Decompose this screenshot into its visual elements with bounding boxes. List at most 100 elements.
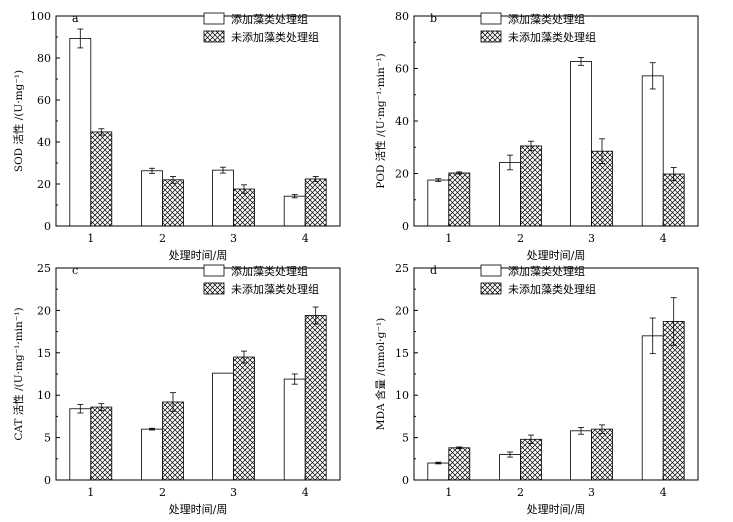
bar-a-s2-c3 <box>233 188 255 227</box>
legend-label-not-added: 未添加藻类处理组 <box>508 30 596 44</box>
legend-label-not-added: 未添加藻类处理组 <box>508 282 596 296</box>
y-tick-label: 0 <box>402 220 409 233</box>
y-tick-label: 60 <box>395 63 409 76</box>
y-tick-label: 5 <box>44 432 51 445</box>
y-tick-label: 0 <box>44 474 51 487</box>
y-axis-label: CAT 活性 /(U·mg⁻¹·min⁻¹) <box>12 307 25 440</box>
legend-label-not-added: 未添加藻类处理组 <box>231 282 319 296</box>
bar-b-s1-c4 <box>641 75 664 227</box>
panel-label: b <box>430 12 437 25</box>
y-tick-label: 40 <box>37 136 51 149</box>
y-tick-label: 80 <box>37 52 51 65</box>
bar-b-s1-c3 <box>570 61 592 227</box>
x-tick-label: 1 <box>87 232 94 245</box>
y-tick-label: 10 <box>395 389 409 402</box>
x-tick-label: 2 <box>517 232 524 245</box>
bar-c-s2-c1 <box>90 406 113 481</box>
y-tick-label: 15 <box>37 347 51 360</box>
bar-a-s2-c4 <box>304 178 327 227</box>
x-tick-label: 1 <box>87 486 94 499</box>
x-tick-label: 2 <box>159 232 166 245</box>
bar-d-s2-c1 <box>448 447 471 481</box>
x-tick-label: 3 <box>588 486 595 499</box>
bar-b-s1-c2 <box>499 162 521 227</box>
legend-swatch-not-added <box>203 30 225 43</box>
x-axis-label: 处理时间/周 <box>169 249 228 262</box>
bar-a-s1-c3 <box>212 169 234 227</box>
x-tick-label: 2 <box>517 486 524 499</box>
y-tick-label: 20 <box>37 178 51 191</box>
x-tick-label: 3 <box>230 486 237 499</box>
bar-a-s2-c1 <box>90 131 113 227</box>
y-tick-label: 25 <box>37 262 51 275</box>
legend-label-added: 添加藻类处理组 <box>231 264 308 278</box>
y-tick-label: 60 <box>37 94 51 107</box>
legend-label-added: 添加藻类处理组 <box>508 264 585 278</box>
x-axis-label: 处理时间/周 <box>169 503 228 516</box>
y-tick-label: 5 <box>402 432 409 445</box>
bar-b-s1-c1 <box>427 179 450 227</box>
bar-d-s1-c2 <box>499 454 521 481</box>
y-axis-label: MDA 含量 /(nmol·g⁻¹) <box>374 318 387 430</box>
bar-b-s2-c1 <box>448 172 471 227</box>
bar-d-s1-c1 <box>427 462 450 481</box>
bar-d-s2-c3 <box>591 428 613 481</box>
legend-swatch-added <box>480 264 502 277</box>
bar-d-s2-c2 <box>520 438 542 481</box>
bar-a-s1-c2 <box>141 170 163 227</box>
y-axis-label: SOD 活性 /(U·mg⁻¹) <box>12 70 25 172</box>
bar-d-s1-c4 <box>641 335 664 481</box>
y-tick-label: 10 <box>37 389 51 402</box>
x-tick-label: 3 <box>230 232 237 245</box>
panel-a: 0 20 40 60 80 100 1 2 3 4 处理时间/周 SOD 活性 /(U·mg⁻¹) a 添… <box>12 10 341 262</box>
legend-swatch-added <box>203 12 225 25</box>
panel-b: 0 20 40 60 80 1 2 3 4 处理时间/周 POD 活性 /(U·mg⁻¹·min⁻¹… <box>374 10 699 262</box>
legend-swatch-not-added <box>480 282 502 295</box>
y-axis-label: POD 活性 /(U·mg⁻¹·min⁻¹) <box>374 53 387 188</box>
y-tick-label: 20 <box>37 304 51 317</box>
bar-b-s2-c4 <box>662 173 685 227</box>
x-axis-label: 处理时间/周 <box>527 503 586 516</box>
x-tick-label: 4 <box>302 486 309 499</box>
legend-swatch-not-added <box>203 282 225 295</box>
panel-label: c <box>72 264 78 277</box>
bar-c-s2-c2 <box>162 401 184 481</box>
y-tick-label: 20 <box>395 168 409 181</box>
bar-a-s1-c1 <box>69 38 92 227</box>
panel-c: 0 5 10 15 20 25 1 2 3 4 处理时间/周 CAT 活性 /(U·mg⁻¹·min⁻… <box>12 262 341 516</box>
legend-swatch-added <box>480 12 502 25</box>
legend-swatch-not-added <box>480 30 502 43</box>
panel-d: 0 5 10 15 20 25 1 2 3 4 处理时间/周 MDA 含量 /(nmol·g⁻¹) d 添… <box>374 262 699 516</box>
legend-label-not-added: 未添加藻类处理组 <box>231 30 319 44</box>
x-tick-label: 1 <box>445 232 452 245</box>
legend-swatch-added <box>203 264 225 277</box>
y-tick-label: 20 <box>395 304 409 317</box>
y-tick-label: 15 <box>395 347 409 360</box>
bar-a-s2-c2 <box>162 179 184 227</box>
y-tick-label: 0 <box>402 474 409 487</box>
bar-b-s2-c2 <box>520 145 542 227</box>
y-tick-label: 40 <box>395 115 409 128</box>
bar-d-s1-c3 <box>570 430 592 481</box>
bar-c-s2-c3 <box>233 356 255 481</box>
y-tick-label: 80 <box>395 10 409 23</box>
x-tick-label: 4 <box>660 232 667 245</box>
bar-c-s1-c4 <box>283 378 306 481</box>
x-tick-label: 2 <box>159 486 166 499</box>
x-tick-label: 4 <box>302 232 309 245</box>
bar-c-s1-c1 <box>69 408 92 481</box>
bar-c-s1-c2 <box>141 428 163 481</box>
y-tick-label: 0 <box>44 220 51 233</box>
legend-label-added: 添加藻类处理组 <box>508 12 585 26</box>
bar-a-s1-c4 <box>283 195 306 227</box>
y-tick-label: 100 <box>30 10 51 23</box>
x-tick-label: 3 <box>588 232 595 245</box>
bar-c-s2-c4 <box>304 315 327 481</box>
panel-label: d <box>430 264 437 277</box>
legend-label-added: 添加藻类处理组 <box>231 12 308 26</box>
panel-label: a <box>72 12 79 25</box>
